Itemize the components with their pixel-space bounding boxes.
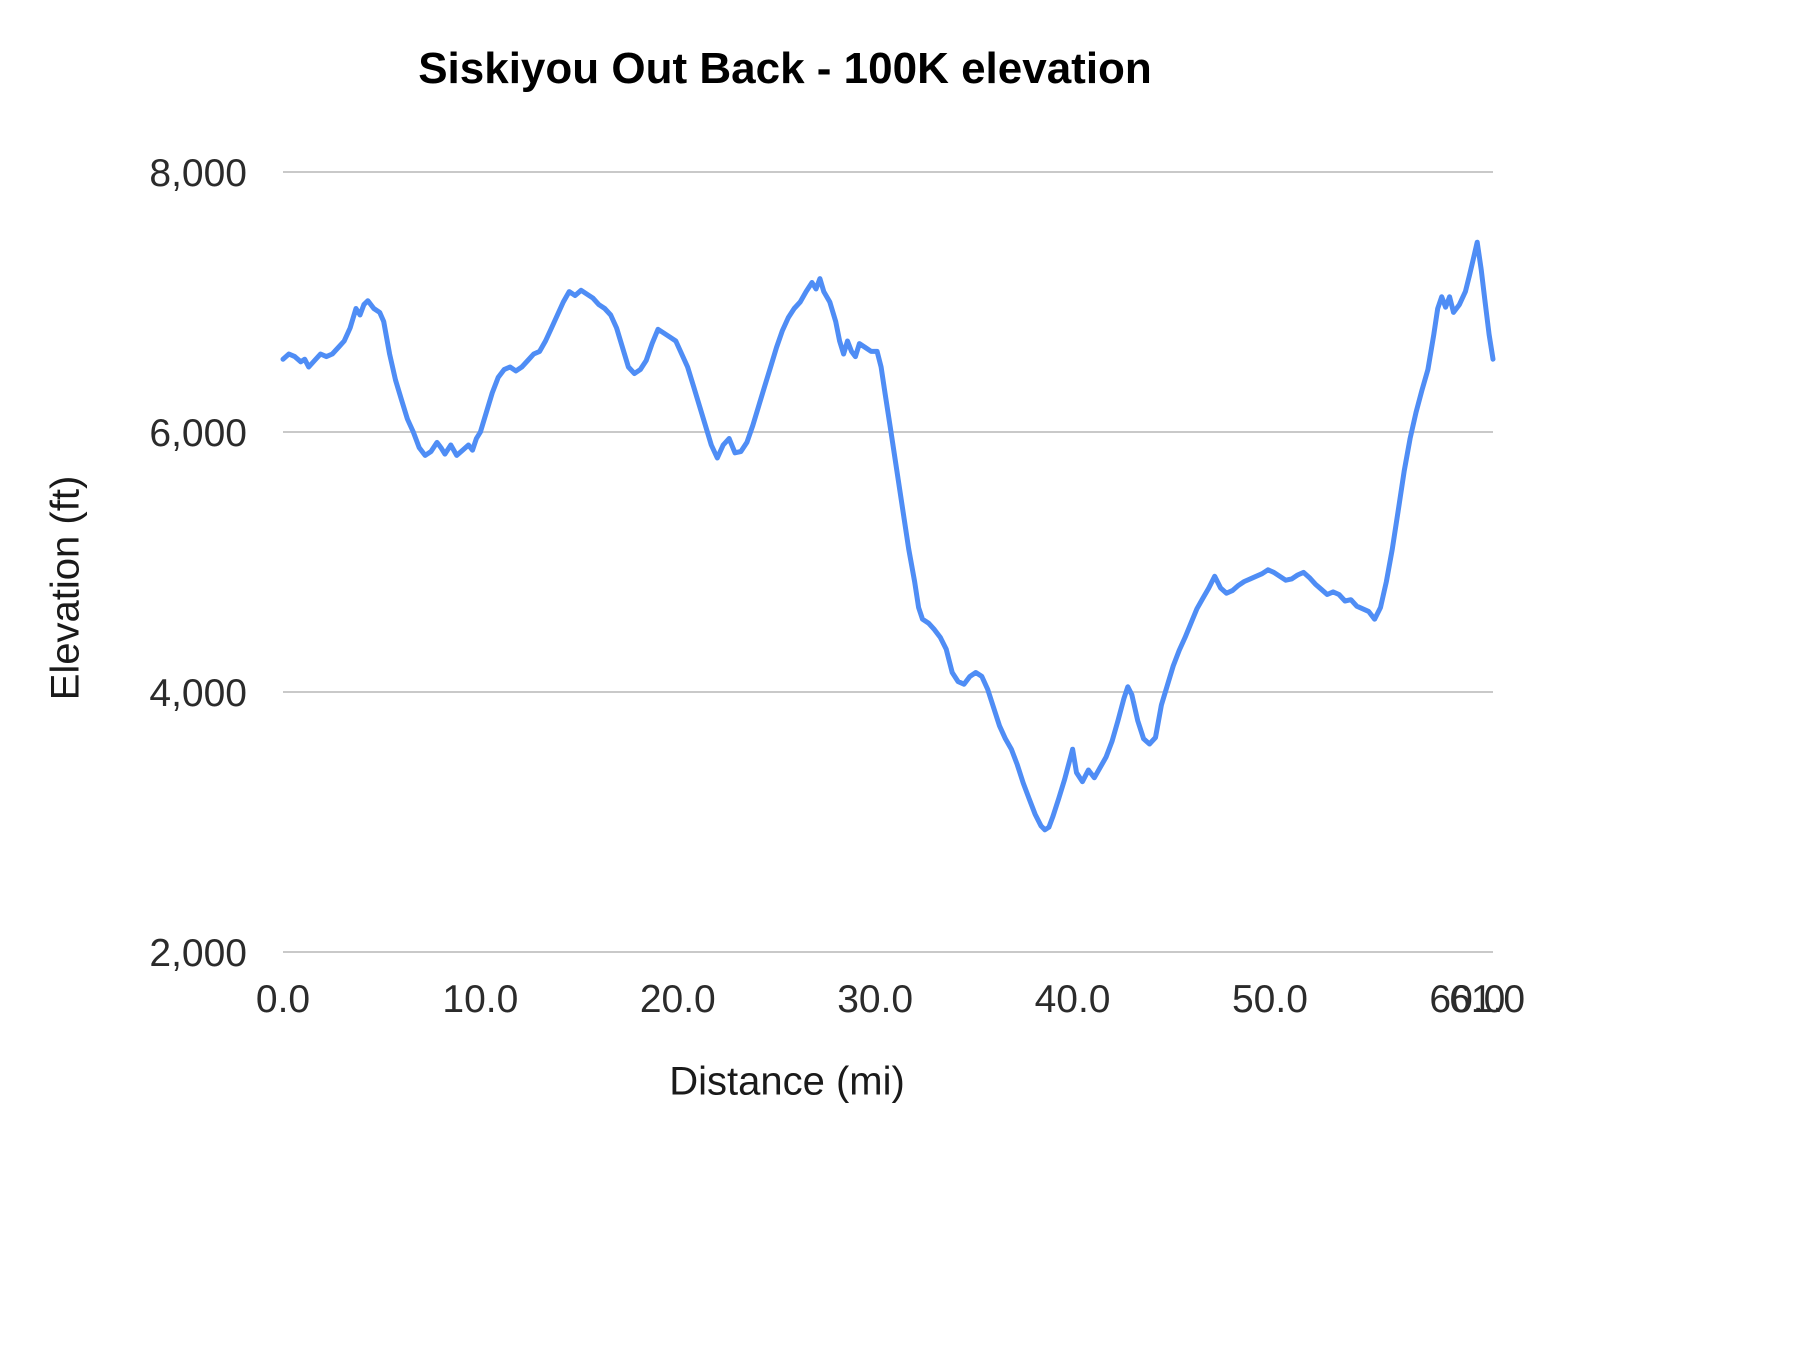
y-tick-label: 2,000 xyxy=(149,932,247,975)
x-tick-label: 10.0 xyxy=(442,978,518,1021)
x-axis-title: Distance (mi) xyxy=(669,1059,905,1104)
y-tick-label: 8,000 xyxy=(149,152,247,195)
y-tick-label: 6,000 xyxy=(149,412,247,455)
x-tick-label: 20.0 xyxy=(640,978,716,1021)
x-tick-label: 30.0 xyxy=(837,978,913,1021)
x-tick-label: 40.0 xyxy=(1035,978,1111,1021)
elevation-line xyxy=(280,239,1496,833)
chart-title: Siskiyou Out Back - 100K elevation xyxy=(418,44,1152,93)
y-tick-label: 4,000 xyxy=(149,672,247,715)
x-tick-label: 0.0 xyxy=(256,978,310,1021)
x-tick-label: 60.0 xyxy=(1429,978,1505,1021)
x-tick-label: 61.0 xyxy=(1449,978,1525,1021)
x-tick-label: 50.0 xyxy=(1232,978,1308,1021)
